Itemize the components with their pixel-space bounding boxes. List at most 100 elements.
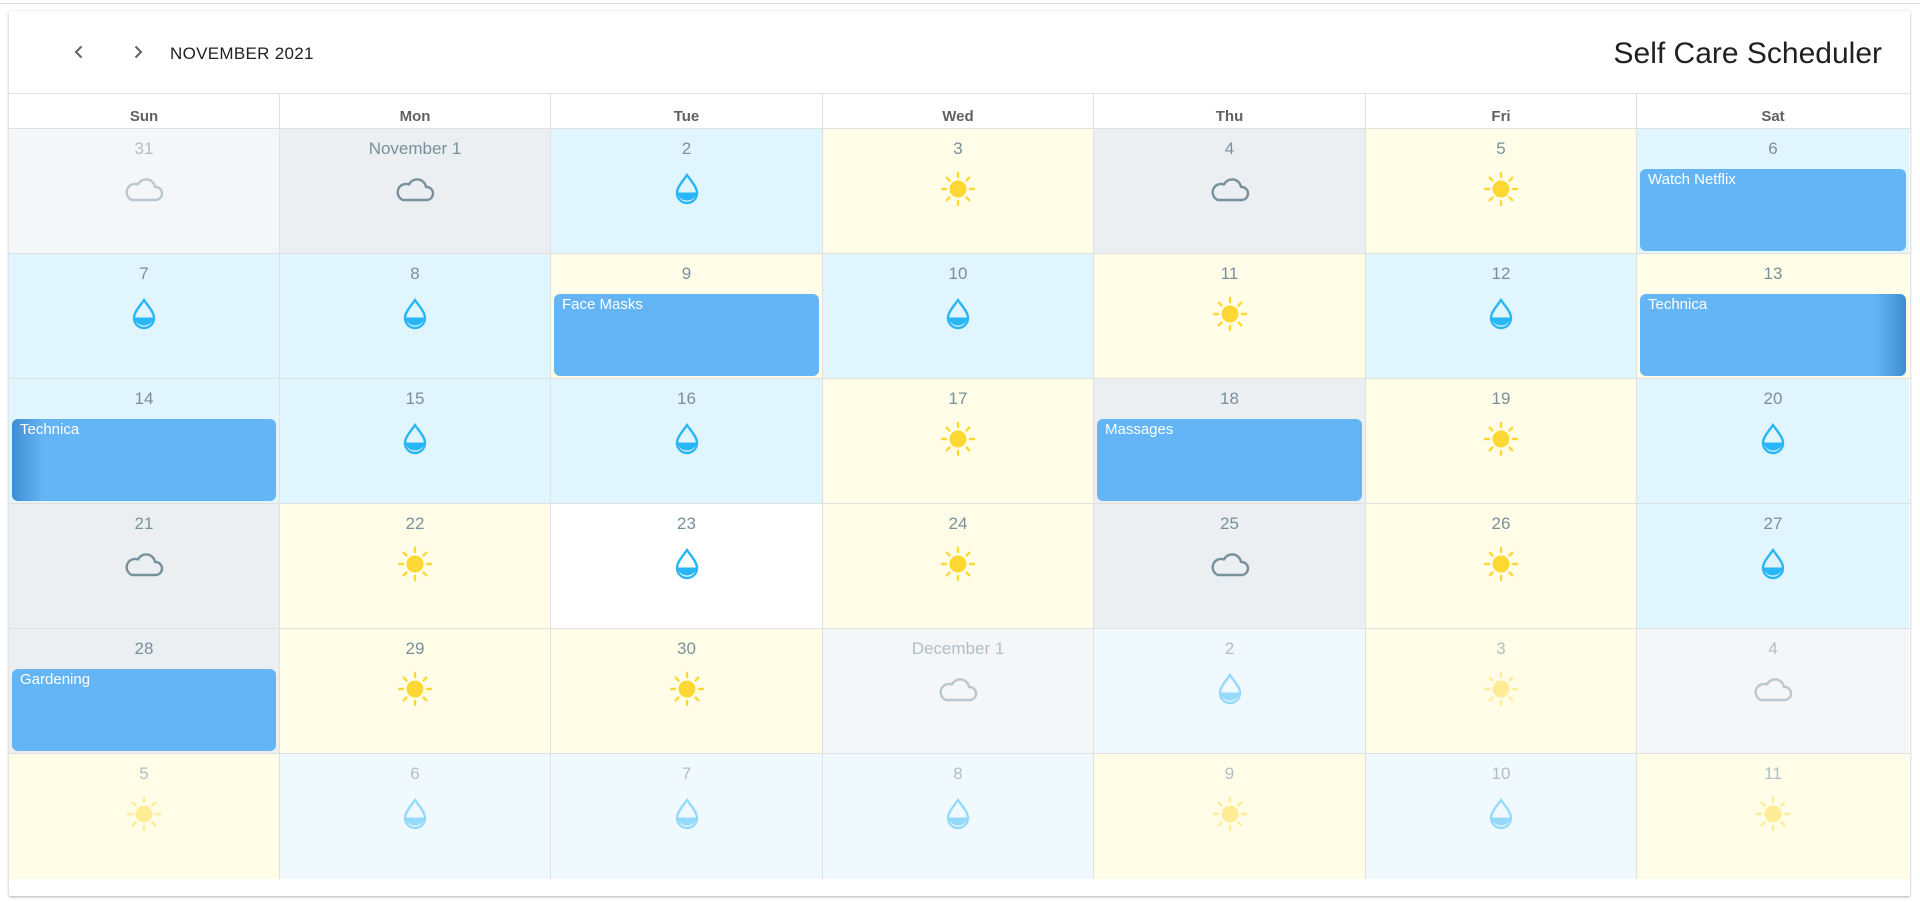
water-drop-icon xyxy=(403,797,427,830)
day-cell[interactable]: 10 xyxy=(823,254,1094,378)
day-cell[interactable]: 2 xyxy=(1094,629,1366,753)
sunny-weather-icon xyxy=(935,169,981,209)
day-number: 26 xyxy=(1491,514,1511,533)
day-cell[interactable]: 12 xyxy=(1366,254,1637,378)
water-drop-icon xyxy=(132,297,156,330)
cloudy-weather-icon xyxy=(1207,169,1253,209)
rainy-weather-icon xyxy=(1750,419,1796,459)
sun-icon xyxy=(1212,296,1247,332)
day-cell[interactable]: 6 Watch Netflix xyxy=(1637,129,1909,253)
event-chip[interactable]: Watch Netflix xyxy=(1640,169,1906,251)
day-cell[interactable]: 2 xyxy=(551,129,823,253)
day-cell[interactable]: 3 xyxy=(1366,629,1637,753)
day-cell[interactable]: 9 Face Masks xyxy=(551,254,823,378)
day-cell[interactable]: 25 xyxy=(1094,504,1366,628)
day-number: 18 xyxy=(1220,389,1239,408)
weekday-header: Thu xyxy=(1094,94,1366,128)
weekday-header-row: Sun Mon Tue Wed Thu Fri Sat xyxy=(9,94,1910,129)
cloud-icon xyxy=(1211,553,1249,577)
app-title: Self Care Scheduler xyxy=(1613,37,1882,70)
event-chip[interactable]: Technica xyxy=(1640,294,1906,376)
weekday-header: Fri xyxy=(1366,94,1637,128)
day-cell[interactable]: 30 xyxy=(551,629,823,753)
day-cell[interactable]: 31 xyxy=(9,129,280,253)
day-number: 13 xyxy=(1763,264,1783,283)
day-cell[interactable]: 14 Technica xyxy=(9,379,280,503)
day-cell[interactable]: 15 xyxy=(280,379,551,503)
day-number: 4 xyxy=(1768,639,1778,658)
day-cell[interactable]: 20 xyxy=(1637,379,1909,503)
day-cell[interactable]: 13 Technica xyxy=(1637,254,1909,378)
day-number: 11 xyxy=(1764,764,1782,783)
rainy-weather-icon xyxy=(1478,794,1524,834)
next-month-button[interactable] xyxy=(120,37,156,67)
day-cell[interactable]: 28 Gardening xyxy=(9,629,280,753)
day-cell[interactable]: 11 xyxy=(1637,754,1909,879)
sunny-weather-icon xyxy=(1478,419,1524,459)
day-number: 10 xyxy=(1491,764,1511,783)
prev-month-button[interactable] xyxy=(61,37,97,67)
rainy-weather-icon xyxy=(392,419,438,459)
day-cell[interactable]: 5 xyxy=(1366,129,1637,253)
day-number: 6 xyxy=(1768,139,1778,158)
day-number: 9 xyxy=(1224,764,1235,783)
day-cell[interactable]: 11 xyxy=(1094,254,1366,378)
day-cell[interactable]: 18 Massages xyxy=(1094,379,1366,503)
day-cell[interactable]: 27 xyxy=(1637,504,1909,628)
day-cell[interactable]: 5 xyxy=(9,754,280,879)
day-number: 30 xyxy=(677,639,696,658)
sun-icon xyxy=(126,796,162,832)
day-cell[interactable]: 4 xyxy=(1094,129,1366,253)
day-number: 5 xyxy=(1496,139,1506,158)
sunny-weather-icon xyxy=(935,544,981,584)
sunny-weather-icon xyxy=(392,544,438,584)
cloudy-weather-icon xyxy=(121,544,167,584)
event-chip[interactable]: Massages xyxy=(1097,419,1362,501)
day-cell[interactable]: December 1 xyxy=(823,629,1094,753)
day-cell[interactable]: 17 xyxy=(823,379,1094,503)
day-number: 11 xyxy=(1220,264,1239,283)
day-cell[interactable]: 21 xyxy=(9,504,280,628)
sun-icon xyxy=(940,421,976,457)
day-cell[interactable]: 8 xyxy=(823,754,1094,879)
day-cell[interactable]: 8 xyxy=(280,254,551,378)
cloud-icon xyxy=(125,553,164,577)
day-number: 7 xyxy=(139,264,149,283)
sun-icon xyxy=(1755,796,1791,832)
sun-icon xyxy=(397,546,433,582)
water-drop-icon xyxy=(403,422,427,455)
day-cell[interactable]: 9 xyxy=(1094,754,1366,879)
day-cell[interactable]: 19 xyxy=(1366,379,1637,503)
day-cell[interactable]: 16 xyxy=(551,379,823,503)
day-number: 3 xyxy=(1496,639,1506,658)
day-cell[interactable]: 6 xyxy=(280,754,551,879)
day-cell[interactable]: 22 xyxy=(280,504,551,628)
rainy-weather-icon xyxy=(664,794,710,834)
day-cell[interactable]: 7 xyxy=(551,754,823,879)
day-cell[interactable]: 26 xyxy=(1366,504,1637,628)
day-cell[interactable]: 23 xyxy=(551,504,823,628)
day-number: 17 xyxy=(948,389,968,408)
rainy-weather-icon xyxy=(121,294,167,334)
day-cell[interactable]: 29 xyxy=(280,629,551,753)
event-chip[interactable]: Technica xyxy=(12,419,276,501)
week-row: 31 November 1 2 3 4 5 6 Watch Netflix xyxy=(9,129,1910,254)
event-chip[interactable]: Gardening xyxy=(12,669,276,751)
day-cell[interactable]: 4 xyxy=(1637,629,1909,753)
day-cell[interactable]: 24 xyxy=(823,504,1094,628)
day-cell[interactable]: 7 xyxy=(9,254,280,378)
rainy-weather-icon xyxy=(935,794,981,834)
water-drop-icon xyxy=(403,297,427,330)
sun-icon xyxy=(1483,546,1519,582)
rainy-weather-icon xyxy=(1750,544,1796,584)
day-cell[interactable]: 10 xyxy=(1366,754,1637,879)
water-drop-icon xyxy=(1489,797,1513,830)
day-number: 10 xyxy=(948,264,968,283)
weekday-header: Sat xyxy=(1761,108,1785,125)
sun-icon xyxy=(669,671,704,707)
day-cell[interactable]: 3 xyxy=(823,129,1094,253)
day-number: 24 xyxy=(948,514,968,533)
day-cell[interactable]: November 1 xyxy=(280,129,551,253)
rainy-weather-icon xyxy=(664,419,710,459)
event-chip[interactable]: Face Masks xyxy=(554,294,819,376)
